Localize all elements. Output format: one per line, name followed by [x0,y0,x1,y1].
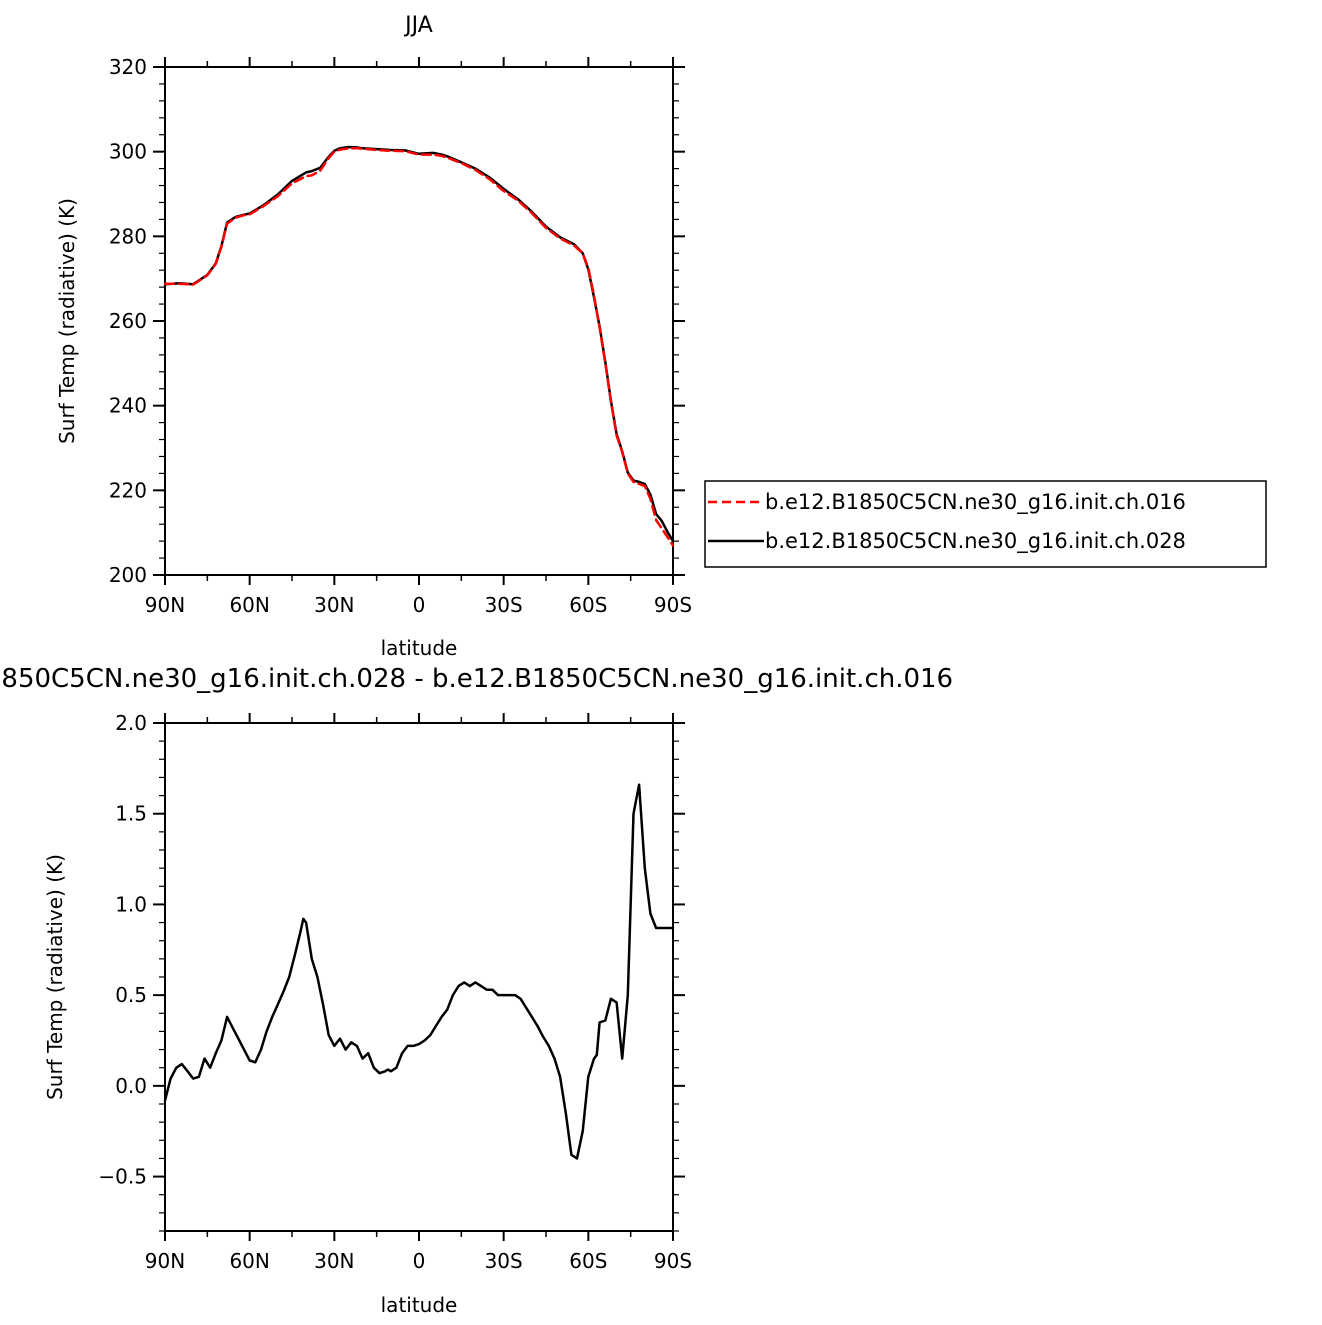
bottom-y-tick-label: −0.5 [98,1165,147,1189]
bottom-y-tick-label: 0.5 [115,983,147,1007]
top-y-tick-label: 220 [109,478,147,502]
top-series-line-2 [163,145,675,543]
bottom-y-tick-label: 0.0 [115,1074,147,1098]
top-panel-title: JJA [403,13,433,38]
top-x-axis-label: latitude [381,636,458,660]
legend-box [704,480,1267,568]
bottom-x-axis-label: latitude [381,1293,458,1317]
bottom-series-lines [163,783,675,1160]
bottom-y-tick-label: 1.5 [115,802,147,826]
bottom-x-tick-label: 60S [569,1249,607,1273]
top-x-tick-label: 0 [413,593,426,617]
bottom-axis-ticks: 90N 60N 30N 0 30S 60S 90S −0.5 0.0 0.5 1.0 1.5 2.0 [98,711,692,1273]
bottom-series-line-1 [163,783,675,1160]
legend-label-series-1: b.e12.B1850C5CN.ne30_g16.init.ch.016 [765,490,1186,515]
bottom-x-tick-label: 90N [145,1249,185,1273]
top-x-tick-label: 60S [569,593,607,617]
bottom-plot-frame [164,722,674,1232]
bottom-x-tick-label: 30S [485,1249,523,1273]
bottom-y-axis-label: Surf Temp (radiative) (K) [43,854,67,1100]
bottom-panel-title: b.e12.B1850C5CN.ne30_g16.init.ch.028 - b… [0,664,953,694]
top-x-tick-label: 60N [229,593,269,617]
bottom-x-tick-label: 0 [413,1249,426,1273]
top-y-tick-label: 200 [109,563,147,587]
top-y-tick-label: 300 [109,140,147,164]
top-x-tick-label: 30N [314,593,354,617]
top-plot-frame [164,66,674,576]
bottom-y-tick-label: 1.0 [115,892,147,916]
top-x-tick-label: 90S [654,593,692,617]
top-x-tick-label: 30S [485,593,523,617]
top-y-tick-label: 320 [109,55,147,79]
top-series-lines [163,145,675,547]
top-y-tick-label: 240 [109,394,147,418]
top-y-axis-label: Surf Temp (radiative) (K) [55,198,79,444]
bottom-y-tick-label: 2.0 [115,711,147,735]
bottom-panel: b.e12.B1850C5CN.ne30_g16.init.ch.028 - b… [0,664,953,1317]
bottom-x-tick-label: 90S [654,1249,692,1273]
top-panel: JJA 90N 60N 30N 0 30S 60S 90S 200 220 240 260 280 30… [55,13,692,660]
bottom-x-tick-label: 60N [229,1249,269,1273]
top-y-tick-label: 280 [109,224,147,248]
top-axis-ticks: 90N 60N 30N 0 30S 60S 90S 200 220 240 260 280 300 320 [109,55,692,617]
legend-label-series-2: b.e12.B1850C5CN.ne30_g16.init.ch.028 [765,529,1186,554]
bottom-x-tick-label: 30N [314,1249,354,1273]
top-y-tick-label: 260 [109,309,147,333]
legend: b.e12.B1850C5CN.ne30_g16.init.ch.016 b.e… [704,480,1267,568]
top-series-line-1 [163,147,675,547]
top-x-tick-label: 90N [145,593,185,617]
